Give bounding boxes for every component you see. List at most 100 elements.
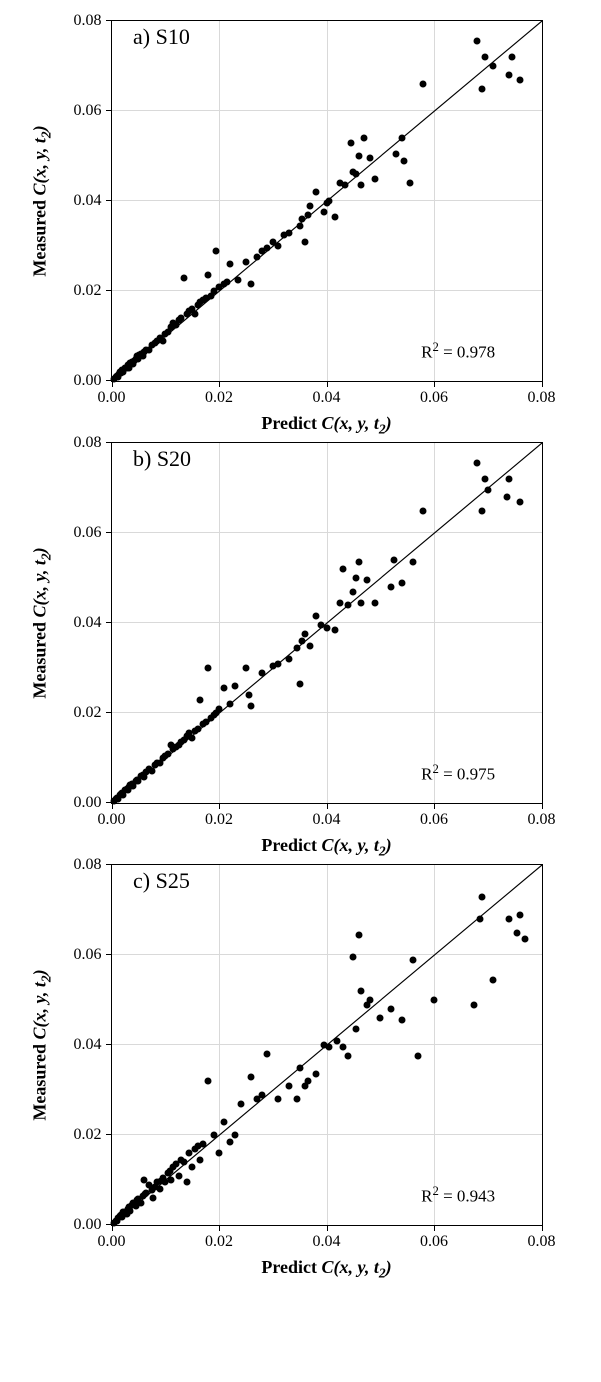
scatter-point (299, 638, 306, 645)
scatter-point (474, 38, 481, 45)
scatter-point (232, 1132, 239, 1139)
scatter-point (355, 153, 362, 160)
scatter-point (232, 683, 239, 690)
scatter-point (353, 171, 360, 178)
scatter-point (205, 272, 212, 279)
scatter-point (336, 599, 343, 606)
gridline-v (219, 21, 220, 381)
scatter-point (479, 893, 486, 900)
scatter-point (390, 557, 397, 564)
tick-label-x: 0.08 (528, 389, 556, 407)
tick-label-y: 0.04 (74, 614, 102, 632)
scatter-point (167, 1177, 174, 1184)
scatter-point (253, 254, 260, 261)
tick-label-x: 0.02 (205, 389, 233, 407)
scatter-point (479, 85, 486, 92)
scatter-point (342, 182, 349, 189)
tick-label-y: 0.02 (74, 704, 102, 722)
scatter-point (296, 680, 303, 687)
scatter-point (159, 337, 166, 344)
tick-label-x: 0.06 (420, 389, 448, 407)
scatter-point (414, 1053, 421, 1060)
plot-area: 0.000.000.020.020.040.040.060.060.080.08… (111, 864, 543, 1226)
panel-label: b) S20 (133, 446, 191, 472)
tick-x (219, 1225, 220, 1231)
tick-label-y: 0.02 (74, 282, 102, 300)
scatter-point (366, 155, 373, 162)
tick-x (542, 381, 543, 387)
tick-label-x: 0.08 (528, 1233, 556, 1251)
scatter-point (275, 660, 282, 667)
x-axis-title: Predict C(x, y, t2) (261, 413, 391, 438)
scatter-point (259, 669, 266, 676)
tick-y (106, 1044, 112, 1045)
scatter-point (293, 1096, 300, 1103)
scatter-point (312, 613, 319, 620)
tick-y (106, 532, 112, 533)
scatter-point (302, 631, 309, 638)
scatter-point (345, 1053, 352, 1060)
scatter-point (237, 1100, 244, 1107)
scatter-point (326, 1044, 333, 1051)
y-axis-title: Measured C(x, y, t2) (29, 125, 54, 276)
scatter-point (150, 1195, 157, 1202)
tick-label-y: 0.04 (74, 1036, 102, 1054)
panel-label: c) S25 (133, 868, 190, 894)
scatter-point (334, 1037, 341, 1044)
gridline-h (112, 110, 542, 111)
x-axis-title: Predict C(x, y, t2) (261, 835, 391, 860)
scatter-point (508, 54, 515, 61)
scatter-point (213, 247, 220, 254)
tick-y (106, 1224, 112, 1225)
scatter-point (398, 135, 405, 142)
scatter-point (226, 1138, 233, 1145)
scatter-point (358, 988, 365, 995)
scatter-point (181, 1159, 188, 1166)
scatter-point (353, 1026, 360, 1033)
figure-page: 0.000.000.020.020.040.040.060.060.080.08… (0, 0, 601, 1316)
tick-label-x: 0.00 (98, 389, 126, 407)
tick-label-x: 0.04 (313, 1233, 341, 1251)
tick-label-x: 0.04 (313, 389, 341, 407)
scatter-point (366, 997, 373, 1004)
scatter-point (226, 701, 233, 708)
tick-y (106, 954, 112, 955)
gridline-v (219, 443, 220, 803)
gridline-h (112, 954, 542, 955)
tick-x (112, 1225, 113, 1231)
scatter-point (409, 559, 416, 566)
scatter-point (355, 931, 362, 938)
r-squared-label: R2 = 0.978 (421, 340, 495, 363)
scatter-point (506, 916, 513, 923)
tick-y (106, 622, 112, 623)
scatter-point (248, 1073, 255, 1080)
scatter-point (205, 665, 212, 672)
scatter-point (221, 685, 228, 692)
scatter-point (197, 696, 204, 703)
scatter-point (248, 281, 255, 288)
scatter-point (234, 276, 241, 283)
tick-label-y: 0.00 (74, 1216, 102, 1234)
scatter-point (339, 566, 346, 573)
gridline-v (434, 865, 435, 1225)
scatter-point (226, 261, 233, 268)
tick-y (106, 380, 112, 381)
scatter-point (221, 1118, 228, 1125)
scatter-point (514, 929, 521, 936)
scatter-point (331, 626, 338, 633)
scatter-point (302, 238, 309, 245)
scatter-point (189, 1163, 196, 1170)
tick-y (106, 110, 112, 111)
panel-label: a) S10 (133, 24, 190, 50)
scatter-point (398, 579, 405, 586)
tick-x (112, 381, 113, 387)
scatter-point (371, 175, 378, 182)
tick-x (434, 381, 435, 387)
scatter-point (517, 911, 524, 918)
tick-x (112, 803, 113, 809)
scatter-point (248, 703, 255, 710)
scatter-point (275, 243, 282, 250)
scatter-point (361, 135, 368, 142)
scatter-point (388, 584, 395, 591)
scatter-point (345, 602, 352, 609)
